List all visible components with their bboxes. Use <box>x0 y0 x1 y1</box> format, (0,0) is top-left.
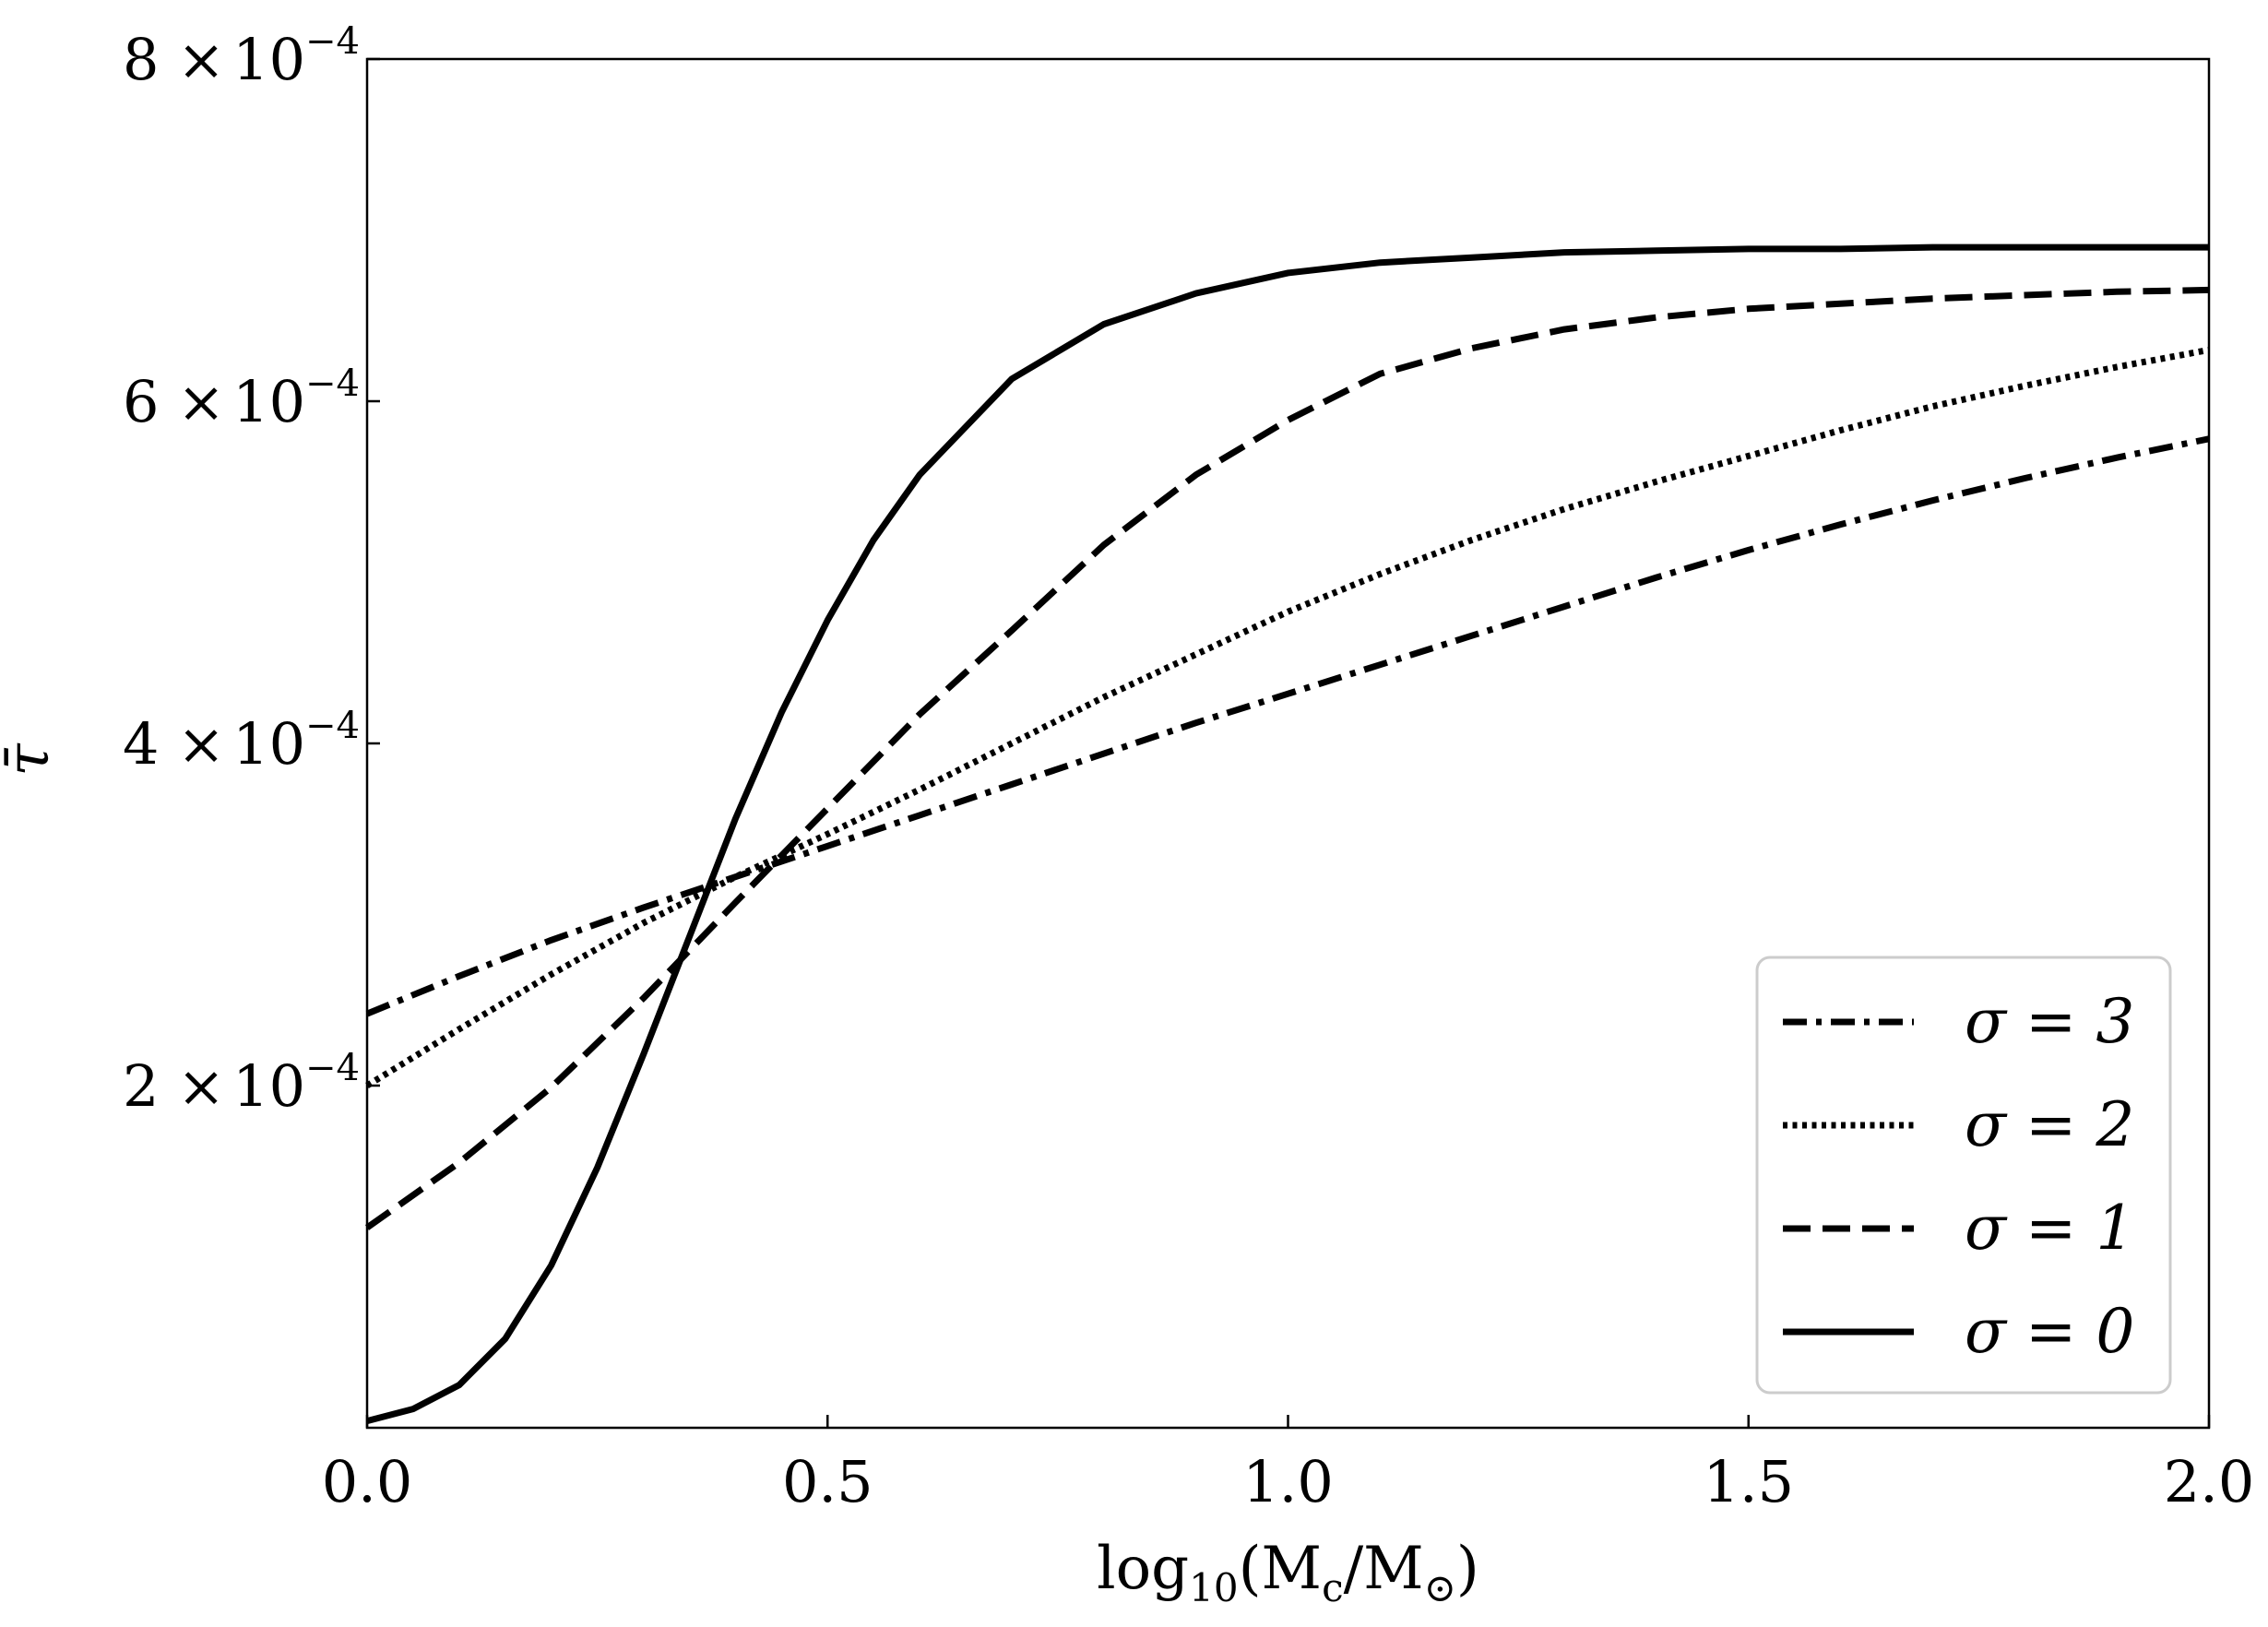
plot-area <box>364 243 2210 1424</box>
legend: σ = 3 σ = 2 σ = 1 σ = 0 <box>1755 956 2172 1395</box>
series-line-sigma-2 <box>365 346 2210 1088</box>
y-axis: 2 × 10−4 4 × 10−4 6 × 10−4 8 × 10−4 <box>123 20 380 1120</box>
y-tick-label: 6 × 10−4 <box>123 362 360 435</box>
x-tick-label: 0.5 <box>782 1448 873 1515</box>
y-tick-label: 4 × 10−4 <box>123 705 360 778</box>
series-line-sigma-3 <box>365 435 2210 1017</box>
y-tick-label: 8 × 10−4 <box>123 20 360 93</box>
x-tick-label: 1.5 <box>1703 1448 1794 1515</box>
series-line-sigma-0 <box>366 243 2209 1424</box>
legend-label: σ = 1 <box>1965 1193 2134 1264</box>
x-tick-label: 1.0 <box>1242 1448 1334 1515</box>
series-line-sigma-1 <box>364 286 2210 1230</box>
legend-frame <box>1755 956 2172 1395</box>
y-tick-label: 2 × 10−4 <box>123 1047 360 1120</box>
x-axis: 0.0 0.5 1.0 1.5 2.0 <box>322 1415 2255 1515</box>
x-tick-label: 0.0 <box>322 1448 413 1515</box>
legend-label: σ = 3 <box>1965 986 2134 1057</box>
x-axis-label: log10(Mc/M⊙) <box>1097 1535 1479 1610</box>
legend-label: σ = 2 <box>1965 1089 2134 1160</box>
legend-label: σ = 0 <box>1965 1296 2134 1367</box>
y-axis-label: τ̄ <box>0 742 63 777</box>
x-tick-label: 2.0 <box>2164 1448 2255 1515</box>
